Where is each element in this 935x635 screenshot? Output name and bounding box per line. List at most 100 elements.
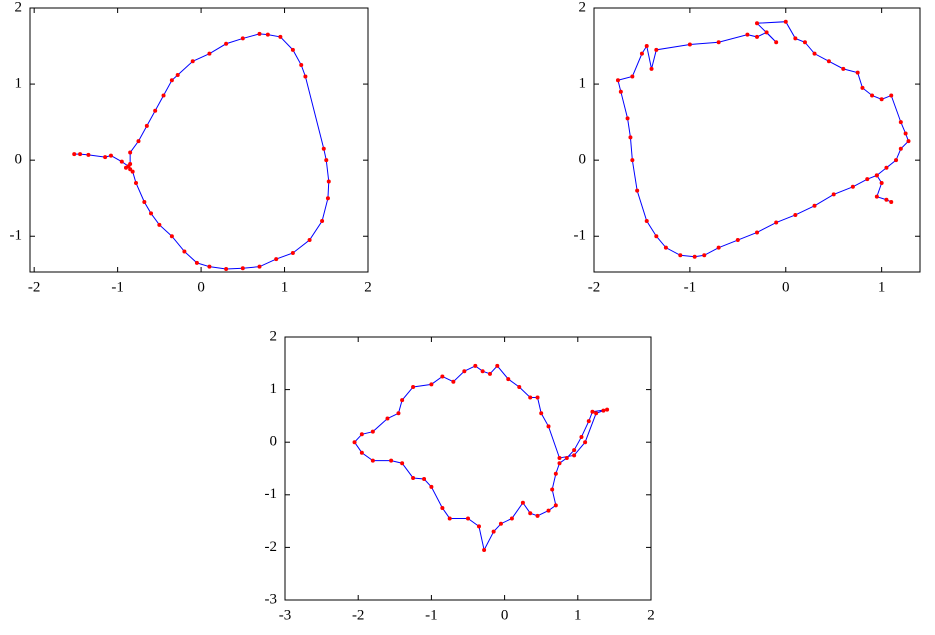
data-point xyxy=(615,78,620,83)
data-point xyxy=(498,521,503,526)
data-point xyxy=(793,212,798,217)
y-tick-label: 1 xyxy=(15,76,23,92)
data-point xyxy=(389,458,394,463)
x-tick-label: -3 xyxy=(279,607,292,623)
data-point xyxy=(639,51,644,56)
data-point xyxy=(440,505,445,510)
data-point xyxy=(550,487,555,492)
y-tick-label: -2 xyxy=(265,539,278,555)
data-point xyxy=(487,371,492,376)
data-point xyxy=(583,440,588,445)
data-point xyxy=(429,484,434,489)
data-point xyxy=(618,89,623,94)
data-point xyxy=(865,177,870,182)
y-tick-label: -1 xyxy=(265,486,278,502)
data-point xyxy=(644,44,649,49)
data-point xyxy=(520,500,525,505)
data-point xyxy=(123,165,128,170)
data-point xyxy=(324,158,329,163)
data-point xyxy=(755,230,759,235)
data-point xyxy=(136,139,141,144)
data-point xyxy=(72,152,77,157)
data-point xyxy=(553,503,558,508)
data-point xyxy=(812,51,817,56)
data-point xyxy=(495,363,500,368)
data-point xyxy=(480,369,485,374)
data-point xyxy=(903,131,908,136)
data-point xyxy=(850,184,855,189)
data-point xyxy=(517,384,522,389)
data-point xyxy=(240,266,245,271)
data-point xyxy=(874,194,879,199)
data-point xyxy=(764,30,769,35)
data-point xyxy=(783,19,788,24)
data-point xyxy=(466,516,470,521)
data-point xyxy=(482,548,487,553)
data-point xyxy=(128,150,133,155)
x-tick-label: 1 xyxy=(878,279,886,295)
data-point xyxy=(802,40,807,45)
y-tick-label: 2 xyxy=(270,328,278,344)
data-point xyxy=(774,220,779,225)
data-point xyxy=(678,253,683,258)
data-point xyxy=(103,155,108,160)
data-point xyxy=(161,93,166,98)
data-point xyxy=(557,461,562,466)
data-point xyxy=(149,211,154,216)
data-point xyxy=(539,411,544,416)
data-point xyxy=(224,41,229,46)
data-line xyxy=(617,21,910,258)
data-point xyxy=(654,47,659,52)
data-point xyxy=(879,180,884,185)
data-point xyxy=(579,434,584,439)
data-point xyxy=(128,161,133,166)
data-line xyxy=(74,33,330,270)
x-tick-label: -2 xyxy=(352,607,365,623)
x-tick-label: 1 xyxy=(281,279,289,295)
data-point xyxy=(605,407,610,412)
data-point xyxy=(119,159,124,164)
data-point xyxy=(207,264,212,269)
data-point xyxy=(687,42,692,47)
data-point xyxy=(182,249,187,254)
data-point xyxy=(169,234,174,239)
data-point xyxy=(411,384,416,389)
plot-frame xyxy=(29,7,369,273)
data-point xyxy=(506,377,511,382)
data-point xyxy=(546,508,551,513)
y-tick-label: 1 xyxy=(579,76,587,92)
data-point xyxy=(855,70,860,75)
data-point xyxy=(630,74,635,79)
data-point xyxy=(535,395,540,400)
y-tick-label: 0 xyxy=(579,152,587,168)
data-point xyxy=(462,369,467,374)
plot-frame xyxy=(593,7,921,273)
data-point xyxy=(307,238,312,243)
data-point xyxy=(325,196,330,201)
data-point xyxy=(451,379,456,384)
data-point xyxy=(889,200,894,205)
data-point xyxy=(359,432,364,437)
data-point xyxy=(898,120,903,125)
data-point xyxy=(491,529,496,534)
data-point xyxy=(812,203,817,208)
data-point xyxy=(411,475,416,480)
data-point xyxy=(422,477,427,482)
data-point xyxy=(303,74,308,79)
data-point xyxy=(879,97,884,102)
data-point xyxy=(649,66,654,71)
data-point xyxy=(586,419,591,424)
data-point xyxy=(385,416,390,421)
data-point xyxy=(78,152,83,157)
data-point xyxy=(299,63,304,68)
data-point xyxy=(601,408,606,413)
x-tick-label: -1 xyxy=(111,279,124,295)
plot-frame xyxy=(284,336,652,601)
data-point xyxy=(528,395,533,400)
data-point xyxy=(290,250,295,255)
data-point xyxy=(447,516,452,521)
data-point xyxy=(644,219,649,224)
data-point xyxy=(528,511,533,516)
data-point xyxy=(716,40,721,45)
